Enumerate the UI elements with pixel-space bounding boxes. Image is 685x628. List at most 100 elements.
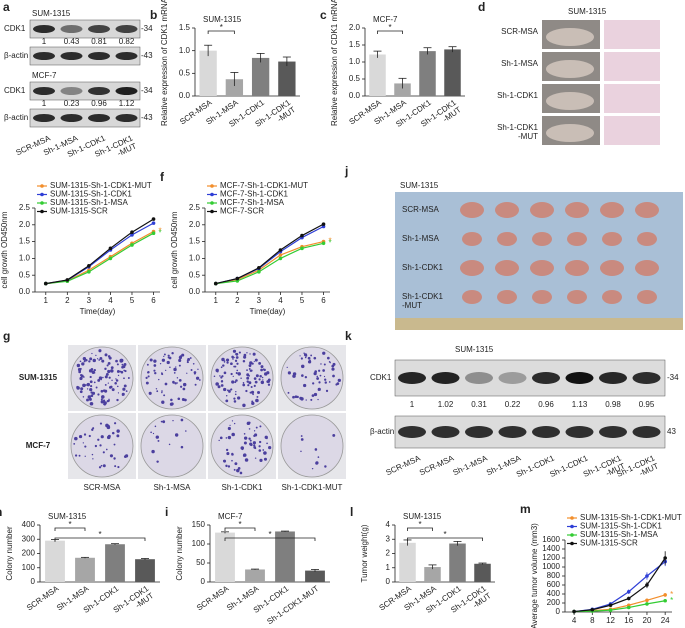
colony [114, 422, 117, 425]
y-axis-label: Tumor weight(g) [360, 524, 369, 582]
mw-marker: -43 [141, 51, 153, 60]
column-label: Sh-1-CDK1 [222, 483, 263, 492]
colony [249, 439, 252, 442]
colony [217, 385, 221, 389]
colony [240, 377, 242, 379]
colony [198, 379, 201, 381]
colony [253, 360, 255, 363]
x-tick-label: 4 [278, 296, 283, 305]
colony [311, 394, 315, 397]
dish [210, 346, 274, 410]
x-tick-label: 1 [44, 296, 49, 305]
colony [230, 388, 233, 391]
band [33, 25, 55, 33]
colony [105, 448, 108, 451]
colony [292, 372, 297, 376]
tumor [637, 232, 657, 246]
colony [236, 369, 239, 372]
x-tick-label: 2 [235, 296, 240, 305]
colony [155, 435, 159, 439]
colony [250, 369, 253, 372]
y-axis-label: Colony number [175, 526, 184, 581]
band [599, 426, 627, 438]
band [565, 372, 594, 384]
blot [29, 108, 141, 128]
significance-bracket [377, 30, 403, 34]
series-note: * [670, 590, 673, 599]
point [645, 574, 649, 578]
series-line [574, 557, 666, 613]
y-tick-label: 1.5 [19, 237, 31, 246]
chart-title: SUM-1315 [403, 512, 442, 521]
y-tick-label: 150 [192, 520, 206, 529]
colony [116, 370, 120, 373]
series-note: * [159, 228, 162, 237]
mw-marker: -34 [141, 24, 153, 33]
tumor [565, 260, 589, 276]
colony [111, 388, 115, 392]
colony [237, 372, 241, 376]
colony [79, 360, 82, 363]
band-ratio: 0.96 [538, 400, 554, 409]
band-ratio: 0.98 [605, 400, 621, 409]
legend-label: MCF-7-Sh-1-CDK1-MUT [220, 181, 308, 190]
colony [73, 442, 76, 445]
panel-title: SUM-1315 [455, 345, 494, 354]
colony [324, 381, 327, 384]
colony [322, 351, 326, 355]
colony [249, 381, 251, 383]
y-axis-label: Colony number [5, 526, 14, 581]
colony [230, 362, 233, 366]
legend-marker [40, 192, 44, 197]
colony [296, 395, 299, 399]
point [278, 253, 283, 257]
colony [117, 465, 120, 469]
point [608, 603, 613, 608]
colony [177, 397, 181, 401]
significance-label: * [68, 520, 71, 529]
tumor [635, 260, 659, 276]
point [663, 598, 667, 603]
colony [248, 437, 251, 440]
tumor [460, 260, 484, 276]
bar [305, 570, 325, 582]
colony [309, 359, 311, 362]
x-tick-label: 1 [214, 296, 219, 305]
colony [178, 358, 182, 363]
colony [90, 391, 93, 394]
x-tick-label: SCR-MSA [25, 584, 61, 613]
colony [111, 431, 115, 435]
colony [234, 393, 237, 396]
y-tick-label: 0.0 [179, 91, 191, 100]
band [115, 52, 138, 60]
y-tick-label: 3 [386, 534, 391, 543]
colony [100, 464, 103, 467]
colony [127, 377, 130, 379]
colony [221, 375, 224, 378]
legend-label: SUM-1315-Sh-1-CDK1 [50, 190, 132, 199]
colony [116, 398, 119, 402]
colony [337, 378, 342, 383]
colony [234, 462, 238, 466]
colony [145, 381, 149, 385]
point [130, 233, 134, 237]
colony [123, 369, 125, 372]
colony [226, 389, 229, 392]
colony [86, 398, 89, 402]
y-tick-label: 0 [31, 577, 36, 586]
colony [287, 391, 290, 394]
colony [243, 433, 246, 435]
x-tick-label: 20 [643, 616, 652, 625]
colony [231, 459, 233, 462]
colony [74, 436, 78, 441]
mw-marker: -34 [141, 86, 153, 95]
colony [249, 443, 253, 447]
band-label: β-actin [4, 51, 28, 60]
point [590, 607, 595, 612]
colony [223, 459, 227, 463]
x-axis-label: Time(day) [250, 307, 286, 316]
band [465, 372, 493, 384]
colony [187, 358, 190, 360]
colony [85, 359, 88, 362]
colony [108, 356, 112, 360]
